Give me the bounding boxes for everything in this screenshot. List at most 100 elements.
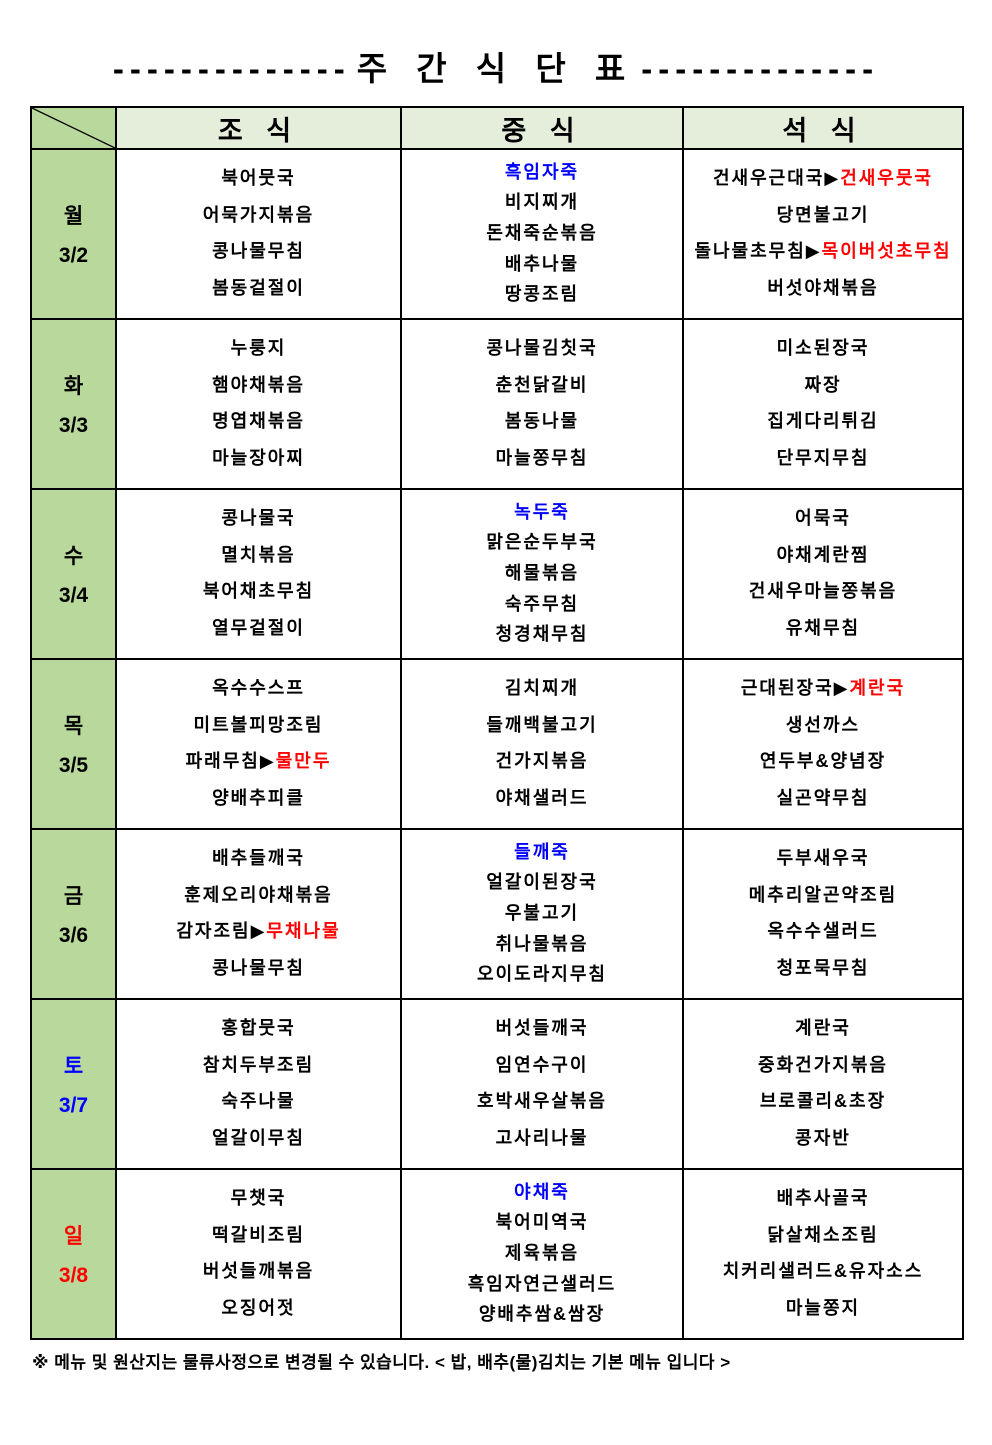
day-cell: 목 3/5 [30,658,117,830]
lunch-menu-list: 야채죽 북어미역국 제육볶음 흑임자연근샐러드 양배추쌈&쌈장 [402,1170,682,1338]
menu-item: 미트볼피망조림 [193,714,324,735]
menu-item: 집게다리튀김 [767,411,879,432]
menu-item: 야채샐러드 [495,788,589,809]
breakfast-menu-list: 홍합뭇국 참치두부조림 숙주나물 얼갈이무침 [117,1000,400,1168]
col-header-dinner: 석 식 [682,106,964,150]
breakfast-cell: 홍합뭇국 참치두부조림 숙주나물 얼갈이무침 [115,998,402,1170]
menu-item: 김치찌개 [504,677,580,698]
menu-item: 콩나물국 [221,507,296,528]
menu-item: 콩자반 [795,1128,851,1149]
day-date: 3/2 [58,244,89,267]
breakfast-menu-list: 옥수수스프 미트볼피망조림 파래무침▶물만두 양배추피클 [117,660,400,828]
menu-item: 마늘장아찌 [212,448,305,469]
menu-item: 햄야채볶음 [212,374,305,395]
menu-item: 버섯야채볶음 [767,278,879,299]
menu-item: 유채무침 [785,618,861,639]
menu-item: 멸치볶음 [221,544,296,565]
breakfast-menu-list: 배추들깨국 훈제오리야채볶음 감자조림▶무채나물 콩나물무침 [117,830,400,998]
corner-cell [30,106,117,150]
dinner-cell: 어묵국 야채계란찜 건새우마늘쫑볶음 유채무침 [682,488,964,660]
title-right-dashes: -------------- [641,50,880,87]
menu-item: 짜장 [804,374,842,395]
lunch-menu-list: 들깨죽 얼갈이된장국 우불고기 취나물볶음 오이도라지무침 [402,830,682,998]
menu-item: 녹두죽 [514,501,570,522]
menu-item: 배추사골국 [776,1187,870,1208]
menu-item: 우불고기 [504,903,580,924]
menu-item: 미소된장국 [776,337,870,358]
menu-item: 떡갈비조림 [212,1224,305,1245]
dinner-cell: 두부새우국 메추리알곤약조림 옥수수샐러드 청포묵무침 [682,828,964,1000]
menu-item: 야채죽 [514,1181,570,1202]
lunch-menu-list: 콩나물김칫국 춘천닭갈비 봄동나물 마늘쫑무침 [402,320,682,488]
day-date: 3/3 [58,414,89,437]
day-date: 3/8 [58,1264,89,1287]
menu-item: 땅콩조림 [504,284,580,305]
menu-item: 북어미역국 [495,1212,589,1233]
footnote: ※ 메뉴 및 원산지는 물류사정으로 변경될 수 있습니다. < 밥, 배추(물… [32,1353,731,1372]
menu-item: 돈채죽순볶음 [486,223,598,244]
day-date: 3/7 [58,1094,89,1117]
menu-item: 무챗국 [230,1187,287,1208]
menu-item: 양배추피클 [212,788,305,809]
lunch-cell: 김치찌개 들깨백불고기 건가지볶음 야채샐러드 [400,658,684,830]
title-left-dashes: -------------- [112,50,351,87]
dinner-cell: 건새우근대국▶건새우뭇국 당면불고기 돌나물초무침▶목이버섯초무침 버섯야채볶음 [682,148,964,320]
day-cell: 수 3/4 [30,488,117,660]
breakfast-menu-list: 콩나물국 멸치볶음 북어채초무침 열무겉절이 [117,490,400,658]
lunch-cell: 야채죽 북어미역국 제육볶음 흑임자연근샐러드 양배추쌈&쌈장 [400,1168,684,1340]
menu-item: 어묵가지볶음 [202,204,315,225]
menu-item: 비지찌개 [504,192,580,213]
day-cell: 금 3/6 [30,828,117,1000]
menu-item: 흑임자죽 [504,161,580,182]
menu-item: 건새우마늘쫑볶음 [748,581,898,602]
menu-item: 양배추쌈&쌈장 [478,1304,606,1325]
menu-item: 호박새우살볶음 [477,1091,607,1112]
menu-item: 숙주나물 [221,1091,296,1112]
header-row: 조 식 중 식 석 식 [30,106,964,150]
menu-item: 콩나물무침 [212,958,305,979]
day-cell: 월 3/2 [30,148,117,320]
breakfast-cell: 북어뭇국 어묵가지볶음 콩나물무침 봄동겉절이 [115,148,402,320]
lunch-cell: 흑임자죽 비지찌개 돈채죽순볶음 배추나물 땅콩조림 [400,148,684,320]
breakfast-menu-list: 무챗국 떡갈비조림 버섯들깨볶음 오징어젓 [117,1170,400,1338]
menu-item: 얼갈이무침 [212,1128,305,1149]
dinner-cell: 미소된장국 짜장 집게다리튀김 단무지무침 [682,318,964,490]
dinner-cell: 계란국 중화건가지볶음 브로콜리&초장 콩자반 [682,998,964,1170]
menu-row-3-5: 목 3/5 옥수수스프 미트볼피망조림 파래무침▶물만두 양배추피클 김치찌개 들깨백불고기 건… [30,658,964,830]
dinner-menu-list: 어묵국 야채계란찜 건새우마늘쫑볶음 유채무침 [684,490,962,658]
lunch-menu-list: 김치찌개 들깨백불고기 건가지볶음 야채샐러드 [402,660,682,828]
day-cell: 화 3/3 [30,318,117,490]
menu-row-3-2: 월 3/2 북어뭇국 어묵가지볶음 콩나물무침 봄동겉절이 흑임자죽 비지찌개 돈채죽순볶음 배추… [30,148,964,320]
weekly-menu-page: { "title": { "left_dashes": "-----------… [0,42,992,1445]
day-label: 목 [63,715,84,738]
menu-item: 중화건가지볶음 [758,1054,888,1075]
dinner-menu-list: 계란국 중화건가지볶음 브로콜리&초장 콩자반 [684,1000,962,1168]
menu-item: 건새우근대국▶건새우뭇국 [712,167,933,188]
breakfast-cell: 옥수수스프 미트볼피망조림 파래무침▶물만두 양배추피클 [115,658,402,830]
menu-row-3-8: 일 3/8 무챗국 떡갈비조림 버섯들깨볶음 오징어젓 야채죽 북어미역국 제육볶음 흑임자연근샐… [30,1168,964,1340]
menu-item: 흑임자연근샐러드 [467,1273,617,1294]
menu-item: 누룽지 [230,337,287,358]
menu-item: 홍합뭇국 [221,1017,296,1038]
dinner-menu-list: 미소된장국 짜장 집게다리튀김 단무지무침 [684,320,962,488]
menu-item: 들깨죽 [514,841,570,862]
col-header-lunch: 중 식 [400,106,684,150]
menu-item: 청경채무침 [495,624,589,645]
menu-item: 훈제오리야채볶음 [184,884,333,905]
menu-item: 콩나물무침 [212,241,305,262]
menu-item: 감자조림▶무채나물 [176,921,341,942]
menu-item: 맑은순두부국 [486,532,598,553]
page-title: -------------- 주 간 식 단 표 -------------- [0,42,992,90]
dinner-menu-list: 근대된장국▶계란국 생선까스 연두부&양념장 실곤약무침 [684,660,962,828]
menu-item: 임연수구이 [495,1054,589,1075]
lunch-menu-list: 녹두죽 맑은순두부국 해물볶음 숙주무침 청경채무침 [402,490,682,658]
lunch-menu-list: 버섯들깨국 임연수구이 호박새우살볶음 고사리나물 [402,1000,682,1168]
day-cell: 토 3/7 [30,998,117,1170]
weekly-menu-table: 조 식 중 식 석 식 월 3/2 북어뭇국 어묵가지볶음 콩나물무침 봄동겉절이 흑임자죽… [30,106,964,1340]
menu-item: 건가지볶음 [495,751,589,772]
dinner-cell: 근대된장국▶계란국 생선까스 연두부&양념장 실곤약무침 [682,658,964,830]
menu-item: 연두부&양념장 [759,751,887,772]
breakfast-menu-list: 북어뭇국 어묵가지볶음 콩나물무침 봄동겉절이 [117,150,400,318]
menu-item: 숙주무침 [504,593,580,614]
breakfast-cell: 무챗국 떡갈비조림 버섯들깨볶음 오징어젓 [115,1168,402,1340]
